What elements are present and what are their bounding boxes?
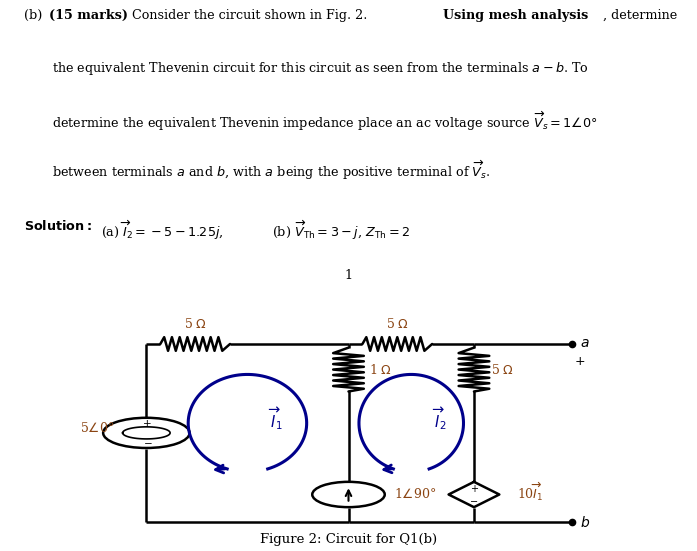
Text: between terminals $\mathit{a}$ and $\mathit{b}$, with $\mathit{a}$ being the pos: between terminals $\mathit{a}$ and $\mat… [52, 159, 491, 182]
Text: +: + [470, 484, 478, 494]
Text: $\mathbf{Solution:}$: $\mathbf{Solution:}$ [24, 219, 92, 233]
Text: determine the equivalent Thevenin impedance place an ac voltage source $\overrig: determine the equivalent Thevenin impeda… [52, 110, 598, 133]
Text: 1 $\Omega$: 1 $\Omega$ [369, 363, 392, 376]
Text: 10$\overrightarrow{I}_1$: 10$\overrightarrow{I}_1$ [517, 481, 544, 503]
Text: 5 $\Omega$: 5 $\Omega$ [385, 317, 409, 331]
Text: $\overrightarrow{I}_2$: $\overrightarrow{I}_2$ [431, 405, 447, 431]
Text: $b$: $b$ [580, 516, 590, 531]
Text: 5 $\Omega$: 5 $\Omega$ [183, 317, 207, 331]
Text: (15 marks): (15 marks) [49, 9, 128, 22]
Text: the equivalent Thevenin circuit for this circuit as seen from the terminals $\ma: the equivalent Thevenin circuit for this… [52, 60, 589, 77]
Text: 5 $\Omega$: 5 $\Omega$ [491, 363, 514, 376]
Text: (a) $\overrightarrow{I}_2 = -5 - 1.25j$,: (a) $\overrightarrow{I}_2 = -5 - 1.25j$, [101, 219, 224, 242]
Text: (b): (b) [24, 9, 43, 22]
Text: Consider the circuit shown in Fig. 2.: Consider the circuit shown in Fig. 2. [132, 9, 368, 22]
Text: 1: 1 [344, 269, 353, 282]
Text: Using mesh analysis: Using mesh analysis [443, 9, 588, 22]
Text: +: + [144, 419, 152, 429]
Text: (b) $\overrightarrow{V}_{\rm Th} = 3 - j$, $Z_{\rm Th} = 2$: (b) $\overrightarrow{V}_{\rm Th} = 3 - j… [272, 219, 410, 242]
Text: Figure 2: Circuit for Q1(b): Figure 2: Circuit for Q1(b) [260, 533, 437, 546]
Text: $-$: $-$ [469, 495, 479, 505]
Text: 5$\angle$0°: 5$\angle$0° [80, 421, 115, 435]
Text: $\overrightarrow{I}_1$: $\overrightarrow{I}_1$ [268, 405, 283, 431]
Text: , determine: , determine [603, 9, 677, 22]
Text: $-$: $-$ [143, 437, 153, 447]
Text: +: + [574, 354, 585, 368]
Text: 1$\angle$90°: 1$\angle$90° [394, 488, 436, 501]
Text: $a$: $a$ [580, 336, 590, 350]
